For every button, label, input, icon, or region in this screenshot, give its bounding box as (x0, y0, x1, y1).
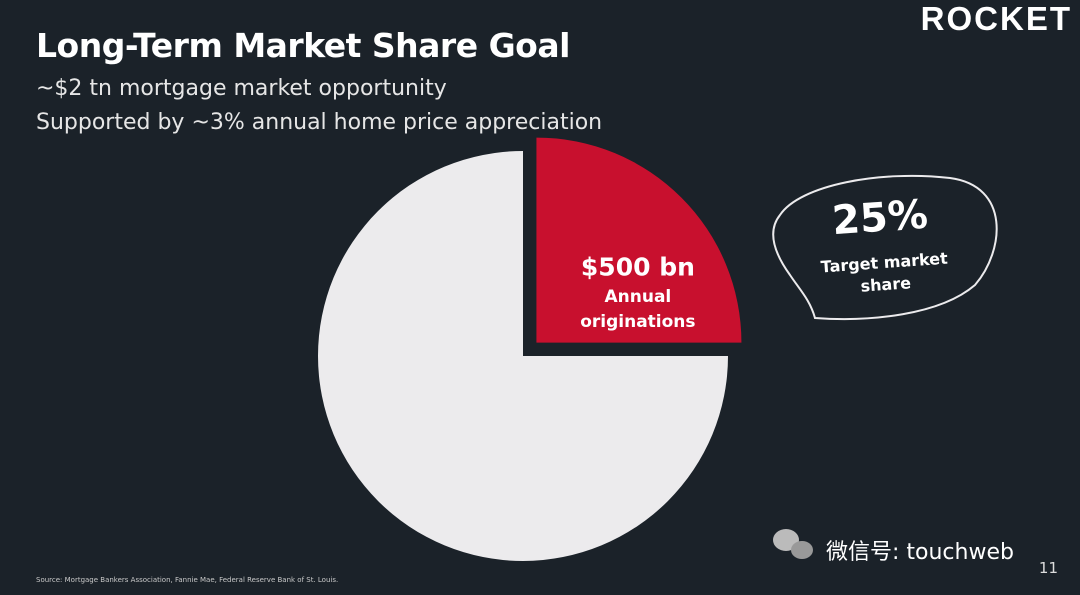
logo: ROCKET (920, 0, 1072, 37)
page-number: 11 (1038, 559, 1058, 577)
slice-label: Annual originations (580, 287, 696, 333)
pie-slice (318, 151, 728, 561)
watermark: 微信号: touchweb (826, 540, 1014, 565)
value-label: $500 bn (581, 252, 695, 281)
pie-slice (536, 137, 742, 343)
callout-value: 25% (830, 191, 930, 245)
source-note: Source: Mortgage Bankers Association, Fa… (36, 576, 339, 584)
callout-bubble (772, 174, 998, 321)
wechat-icon (773, 529, 813, 559)
subtitle: Supported by ~3% annual home price appre… (36, 110, 603, 135)
title: Long-Term Market Share Goal (36, 26, 570, 65)
subtitle: ~$2 tn mortgage market opportunity (36, 76, 447, 101)
